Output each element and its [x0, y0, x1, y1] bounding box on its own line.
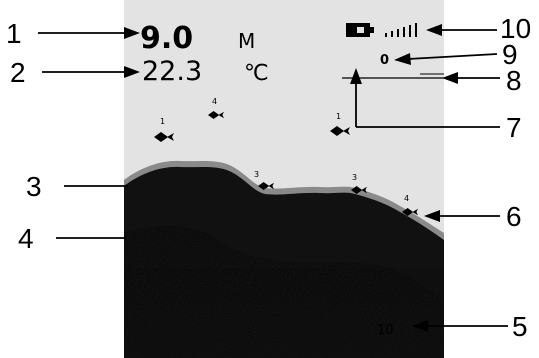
sensitivity-level: 0: [380, 53, 389, 68]
depth-scale-value: 10: [377, 323, 394, 338]
callout-8: 8: [506, 65, 522, 96]
fish-label: 1: [336, 112, 341, 121]
temperature-value: 22.3: [142, 56, 202, 87]
depth-unit: M: [238, 29, 255, 53]
callout-10: 10: [500, 13, 531, 44]
fish-label: 3: [254, 170, 259, 179]
callout-4: 4: [18, 223, 34, 254]
callout-2: 2: [10, 57, 26, 88]
callout-7: 7: [506, 112, 522, 143]
battery-icon: [346, 23, 374, 37]
callout-1: 1: [6, 18, 22, 49]
signal-bars-icon: [385, 23, 417, 37]
callout-6: 6: [506, 201, 522, 232]
temperature-unit: ℃: [244, 61, 269, 86]
fish-label: 1: [160, 117, 165, 126]
bottom-lighten: [124, 268, 444, 358]
fish-label: 4: [212, 97, 217, 106]
depth-value: 9.0: [140, 21, 193, 56]
fish-label: 4: [404, 194, 409, 203]
callout-arrows: [38, 24, 508, 332]
callout-9: 9: [502, 39, 518, 70]
callout-5: 5: [512, 311, 528, 342]
callout-3: 3: [26, 171, 42, 202]
fish-label: 3: [352, 173, 357, 182]
